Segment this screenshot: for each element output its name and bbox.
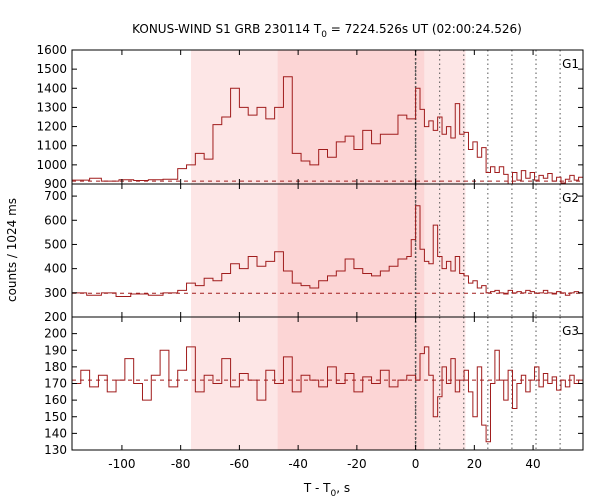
y-tick-label: 900 [44, 177, 67, 191]
lightcurve-series [72, 76, 583, 185]
y-tick-label: 200 [44, 327, 67, 341]
y-tick-label: 300 [44, 286, 67, 300]
y-tick-label: 1500 [36, 62, 67, 76]
x-tick-label: -20 [347, 457, 367, 471]
shaded-region [190, 317, 278, 450]
shaded-region [424, 50, 466, 184]
x-tick-label: -40 [288, 457, 308, 471]
x-axis-label: T - T0, s [303, 481, 350, 499]
y-tick-label: 1100 [36, 139, 67, 153]
panel-label: G1 [562, 57, 579, 71]
shaded-region [277, 50, 425, 184]
y-tick-label: 500 [44, 237, 67, 251]
y-tick-label: 1600 [36, 43, 67, 57]
x-tick-label: 20 [467, 457, 482, 471]
y-tick-label: 150 [44, 410, 67, 424]
shaded-region [190, 50, 278, 184]
shaded-region [277, 184, 425, 317]
x-tick-label: -60 [230, 457, 250, 471]
y-tick-label: 160 [44, 393, 67, 407]
lightcurve-series [72, 346, 583, 443]
panel-g2: 200 300 400 500 600 700 G2 [44, 183, 584, 324]
shaded-region [277, 317, 425, 450]
x-tick-label: 0 [412, 457, 420, 471]
y-tick-label: 190 [44, 343, 67, 357]
lightcurve-series [72, 205, 583, 297]
panel-label: G2 [562, 191, 579, 205]
y-tick-label: 700 [44, 189, 67, 203]
y-tick-label: 170 [44, 377, 67, 391]
y-tick-label: 1300 [36, 100, 67, 114]
panel-g1: 900 1000 1100 1200 1300 1400 1500 1600 G1 [36, 43, 584, 191]
y-tick-label: 1200 [36, 120, 67, 134]
panel-g3: 130 140 150 160 170 180 190 200 G3 [44, 316, 584, 457]
y-tick-label: 180 [44, 360, 67, 374]
x-tick-label: -100 [108, 457, 135, 471]
y-tick-label: 200 [44, 310, 67, 324]
y-tick-label: 130 [44, 443, 67, 457]
y-tick-label: 140 [44, 426, 67, 440]
panel-label: G3 [562, 324, 579, 338]
y-tick-label: 1000 [36, 158, 67, 172]
shaded-region [424, 317, 466, 450]
x-tick-label: 40 [525, 457, 540, 471]
y-axis-label: counts / 1024 ms [5, 198, 19, 302]
x-tick-label: -80 [171, 457, 191, 471]
y-tick-label: 600 [44, 213, 67, 227]
chart-title: KONUS-WIND S1 GRB 230114 T0 = 7224.526s … [132, 22, 522, 40]
y-tick-label: 1400 [36, 81, 67, 95]
shaded-region [190, 184, 278, 317]
shaded-region [424, 184, 466, 317]
y-tick-label: 400 [44, 262, 67, 276]
panels-group: 9001000110012001300140015001600G12003004… [36, 43, 584, 471]
